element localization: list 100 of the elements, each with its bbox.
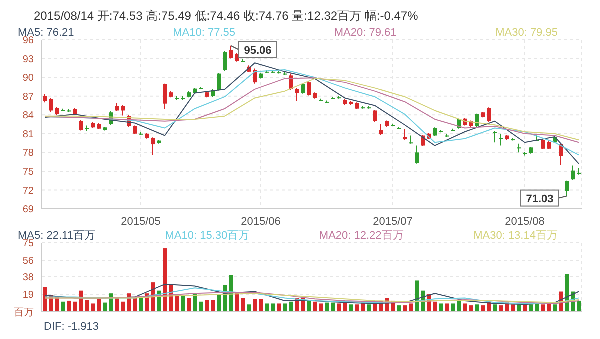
bar: [547, 304, 551, 312]
bar: [91, 304, 95, 312]
bar: [433, 302, 437, 312]
bar: [445, 304, 449, 312]
x-tick-label: 2015/07: [373, 216, 413, 228]
y-tick-label: 78: [22, 148, 34, 160]
bar: [397, 306, 401, 312]
candlestick: [121, 104, 125, 116]
bar: [313, 302, 317, 312]
candlestick: [217, 72, 221, 92]
x-tick-label: 2015/05: [121, 216, 161, 228]
bar: [289, 302, 293, 312]
bar: [349, 304, 353, 312]
bar: [577, 300, 581, 312]
candlestick: [49, 98, 53, 112]
y-tick-label: 72: [22, 186, 34, 197]
bar: [73, 302, 77, 312]
text: MA30: 79.95: [496, 26, 558, 40]
candlestick: [307, 80, 311, 96]
text: MA20: 79.61: [334, 26, 397, 40]
bar: [271, 304, 275, 312]
bar: [511, 304, 515, 312]
y-tick-label: 百万: [14, 308, 34, 319]
bar: [205, 300, 209, 312]
y-tick-label: 90: [22, 73, 34, 84]
candlestick: [565, 180, 569, 197]
candlestick: [475, 113, 479, 128]
bar: [529, 304, 533, 312]
bar: [121, 302, 125, 312]
bar: [331, 302, 335, 312]
y-tick-label: 69: [22, 204, 34, 216]
candlestick: [151, 137, 155, 156]
bar: [61, 302, 65, 312]
x-tick-label: 2015/06: [241, 216, 281, 228]
candlestick: [541, 139, 545, 150]
candlestick: [379, 124, 383, 136]
text: MA20: 12.22百万: [319, 229, 404, 243]
bar: [217, 294, 221, 312]
candlestick: [403, 129, 407, 141]
bar: [553, 304, 557, 312]
y-tick-label: 56: [22, 256, 34, 268]
candlestick: [163, 83, 167, 110]
bar: [85, 300, 89, 312]
bar: [463, 304, 467, 312]
bar: [139, 298, 143, 312]
y-tick-label: 38: [22, 272, 34, 284]
bar: [229, 275, 233, 312]
candlestick: [301, 83, 305, 94]
bar: [187, 298, 191, 312]
bar: [127, 294, 131, 312]
bar: [253, 299, 257, 312]
y-tick-label: 93: [22, 54, 34, 66]
bar: [283, 304, 287, 312]
candlestick: [487, 107, 491, 122]
bar: [211, 300, 215, 312]
bar: [277, 304, 281, 312]
bar: [541, 304, 545, 312]
y-tick-label: 87: [22, 92, 34, 103]
text: MA30: 13.14百万: [474, 229, 558, 243]
candlestick: [229, 45, 233, 60]
bar: [181, 296, 185, 312]
line-series: [44, 62, 580, 164]
candlestick: [253, 68, 257, 84]
bar: [265, 304, 269, 312]
bar: [481, 306, 485, 312]
bar: [67, 300, 71, 312]
text: MA10: 77.55: [173, 26, 236, 40]
x-tick-label: 2015/08: [505, 216, 545, 228]
bar: [451, 304, 455, 312]
bar: [403, 306, 407, 312]
y-tick-label: 19: [22, 290, 34, 302]
bar: [499, 306, 503, 312]
text: DIF: -1.913: [43, 321, 100, 335]
annotation: 71.03: [526, 193, 554, 206]
bar: [193, 294, 197, 312]
candlestick: [79, 120, 83, 132]
bar: [319, 304, 323, 312]
candlestick: [493, 130, 497, 144]
candlestick: [295, 88, 299, 102]
bar: [259, 299, 263, 312]
bar: [469, 306, 473, 312]
annotation: 95.06: [244, 44, 272, 57]
y-tick-label: 96: [22, 36, 34, 47]
bar: [199, 302, 203, 312]
candlestick: [373, 110, 377, 122]
bar: [355, 304, 359, 312]
bar: [409, 304, 413, 312]
bar: [367, 304, 371, 312]
candlestick: [547, 140, 551, 150]
bar: [475, 304, 479, 312]
chart-title: 2015/08/14 开:74.53 高:75.49 低:74.46 收:74.76 量:12.32百万 幅:-0.47%: [33, 8, 420, 24]
candlestick: [223, 50, 227, 72]
y-tick-label: 84: [22, 110, 34, 122]
bar: [415, 280, 419, 312]
candlestick: [571, 165, 575, 181]
candlestick: [415, 145, 419, 164]
candlestick: [499, 134, 503, 146]
bar: [247, 304, 251, 312]
y-tick-label: 75: [22, 166, 34, 178]
bar: [97, 299, 101, 312]
